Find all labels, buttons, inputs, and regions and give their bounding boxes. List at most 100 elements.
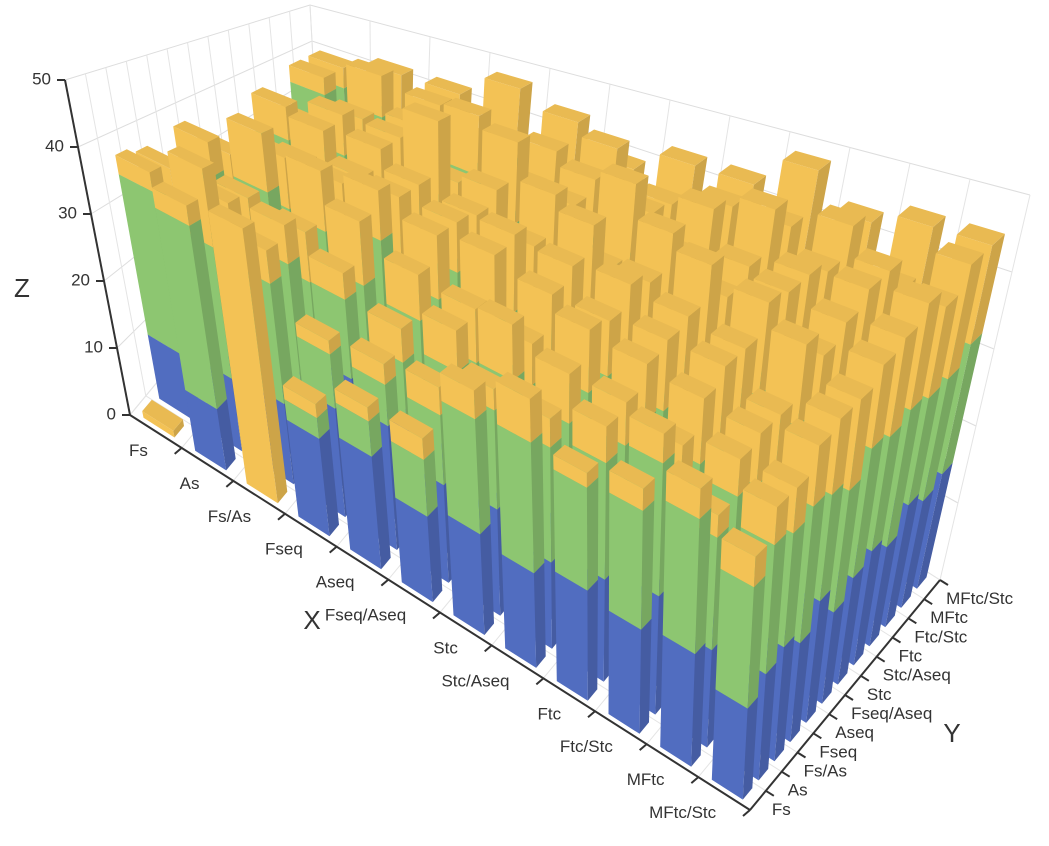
bar-face [806, 391, 853, 419]
bar-face [395, 497, 433, 603]
bar-face [595, 260, 643, 285]
bar-face [942, 333, 983, 475]
z-tick-label: 20 [71, 270, 90, 289]
bar-face [282, 385, 317, 419]
bar-face [266, 243, 282, 284]
bar-face [771, 319, 820, 345]
bar-face [717, 504, 730, 538]
bar-face [517, 270, 564, 295]
x-tick [742, 809, 751, 817]
x-tick-label: Ftc [538, 704, 562, 723]
bar-face [512, 315, 525, 381]
bar-face [726, 406, 773, 434]
bar-face [753, 268, 802, 293]
y-tick-label: Ftc [899, 647, 923, 666]
x-tick [484, 644, 493, 653]
y-tick-label: MFtc/Stc [946, 589, 1014, 608]
bar-face [142, 399, 183, 431]
x-tick-label: Fs/As [208, 507, 251, 526]
bar-segment [422, 305, 469, 372]
bar-face [115, 149, 162, 173]
y-tick [939, 579, 949, 586]
bar-face [608, 492, 643, 630]
bar-segment [226, 112, 279, 193]
bar-face [793, 476, 810, 534]
bar-face [439, 372, 475, 420]
y-tick-label: Fseq/Aseq [851, 704, 932, 723]
bar-segment [308, 248, 357, 300]
bar-face [295, 314, 340, 341]
bar-face [381, 70, 394, 118]
bar-face [115, 155, 153, 192]
bar-face [813, 434, 832, 507]
bar-face [704, 442, 741, 497]
bar-face [402, 212, 449, 236]
bar-face [756, 422, 773, 486]
bar-face [721, 527, 768, 557]
x-tick-label: MFtc/Stc [649, 803, 717, 822]
bar-face [690, 340, 738, 367]
bar-face [319, 428, 339, 537]
y-tick [828, 713, 838, 721]
bar-face [826, 373, 874, 400]
bar-face [447, 515, 485, 635]
bar-face [422, 428, 435, 460]
bar-face [316, 408, 330, 439]
bar-segment [720, 527, 768, 588]
bar-face [711, 689, 748, 800]
bar-face [817, 204, 866, 227]
bar-face [747, 575, 766, 709]
z-tick-label: 10 [84, 337, 103, 356]
bar-face [662, 500, 700, 655]
axis-line [64, 79, 131, 416]
bar-face [612, 338, 660, 365]
bar-face [558, 203, 607, 226]
x-tick-label: Stc [433, 638, 458, 657]
bar-segment [389, 410, 435, 460]
bar-face [739, 188, 788, 210]
bar-face [678, 188, 727, 210]
bar-face [834, 265, 882, 290]
bar-face [249, 201, 296, 226]
bar-face [167, 146, 214, 169]
bar-face [697, 185, 745, 207]
bar-face [629, 416, 664, 464]
bar-segment [367, 303, 414, 363]
bar-face [443, 104, 480, 176]
bar-face [459, 362, 506, 390]
bar-face [441, 401, 481, 535]
bar-segment [439, 363, 487, 420]
y-tick-label: Ftc/Stc [914, 627, 967, 646]
bar-face [477, 299, 525, 325]
bar-face [669, 372, 716, 399]
bar-face [213, 174, 260, 199]
y-tick [923, 598, 933, 606]
bar-face [242, 221, 288, 504]
bar-face [595, 171, 637, 267]
bar-face [383, 355, 396, 385]
bar-face [389, 410, 434, 439]
bar-face [295, 322, 330, 355]
bar-face [443, 97, 492, 116]
bar-face [869, 535, 898, 647]
bar-face [600, 163, 649, 185]
y-tick-label: Fseq [819, 742, 857, 761]
bar-face [742, 697, 758, 800]
x-tick [174, 447, 183, 455]
bar-face [461, 168, 509, 191]
bar-face [477, 307, 513, 381]
y-tick [876, 655, 886, 663]
bar-face [323, 72, 337, 96]
bar-face [335, 402, 372, 457]
bar-face [592, 375, 639, 403]
y-tick [812, 732, 822, 740]
x-tick-label: MFtc [627, 770, 665, 789]
bar-face [422, 199, 469, 223]
bar-face [371, 446, 391, 570]
bar-face [762, 459, 810, 488]
bar-segment [151, 181, 201, 226]
bar-face [800, 495, 825, 644]
bar-face [870, 313, 919, 339]
bar-face [345, 128, 393, 150]
bar-face [530, 432, 545, 574]
